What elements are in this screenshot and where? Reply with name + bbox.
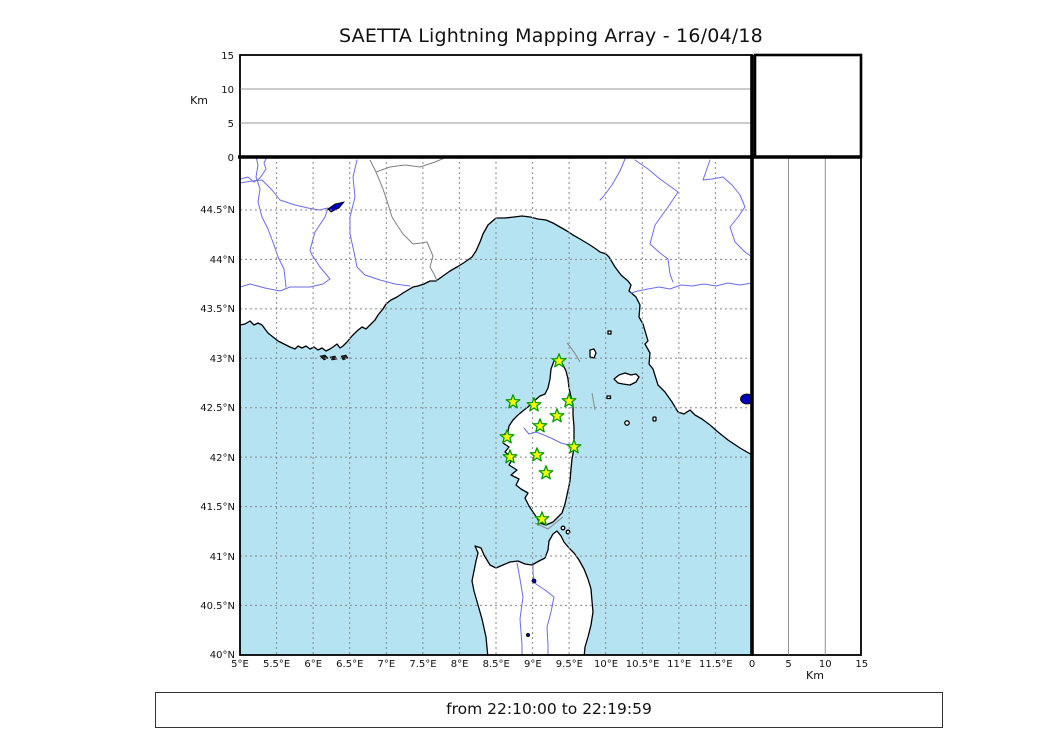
river-sardinia-2 [532, 564, 555, 655]
river-po-a [599, 158, 626, 201]
station-star [505, 394, 521, 409]
altitude-unit-label: Km [190, 94, 208, 107]
lon-tick: 8°E [451, 659, 469, 670]
lat-tick: 42.5°N [200, 403, 235, 414]
lon-tick: 11.5°E [699, 659, 733, 670]
right-panel-box [751, 156, 862, 656]
lon-tick: 5°E [231, 659, 249, 670]
rp-tick-5: 5 [785, 659, 791, 670]
page-title: SAETTA Lightning Mapping Array - 16/04/1… [339, 25, 763, 47]
river-durance [240, 179, 331, 292]
time-range-text: from 22:10:00 to 22:19:59 [446, 700, 652, 718]
giglio-island [652, 416, 657, 422]
lon-tick: 8.5°E [483, 659, 510, 670]
lat-tick: 43°N [210, 354, 235, 365]
station-star [538, 465, 554, 480]
alt-tick-15: 15 [221, 51, 234, 62]
latitude-gridlines [240, 209, 752, 606]
station-star [532, 418, 548, 433]
station-star [529, 447, 545, 462]
time-range-box: from 22:10:00 to 22:19:59 [155, 692, 943, 728]
station-star [566, 439, 582, 454]
lat-tick: 41.5°N [200, 502, 235, 513]
river-po-c [702, 159, 752, 258]
right-panel-unit-label: Km [806, 669, 824, 682]
station-star [534, 511, 550, 526]
altitude-longitude-panel [239, 54, 753, 158]
lon-tick: 10.5°E [626, 659, 660, 670]
rp-tick-15: 15 [855, 659, 868, 670]
country-border [369, 159, 438, 282]
lake-bolsena [740, 393, 752, 405]
altitude-panel-box [239, 54, 753, 158]
station-star [499, 429, 515, 444]
longitude-axis-labels: 5°E 5.5°E 6°E 6.5°E 7°E 7.5°E 8°E 8.5°E … [231, 659, 732, 670]
altitude-axis-labels: 15 10 5 0 Km [190, 51, 234, 164]
pianosa-island [606, 395, 612, 400]
station-markers [499, 353, 582, 526]
corsica-coastline [502, 356, 575, 526]
station-star [549, 408, 565, 423]
river-arno [630, 282, 752, 294]
station-star [526, 397, 542, 412]
lon-tick: 10°E [594, 659, 618, 670]
river-branch [255, 157, 287, 288]
bonifacio-strait-line [534, 516, 564, 530]
altitude-latitude-panel [751, 156, 862, 656]
lon-tick: 7.5°E [409, 659, 436, 670]
lat-tick: 44.5°N [200, 205, 235, 216]
alt-tick-0: 0 [228, 153, 234, 164]
lon-tick: 6°E [304, 659, 322, 670]
station-star [561, 393, 577, 408]
capraia-island [589, 348, 597, 359]
lon-tick: 6.5°E [336, 659, 363, 670]
east-strait-line [591, 392, 596, 411]
maddalena-island [560, 525, 566, 531]
latitude-axis-labels: 44.5°N 44°N 43.5°N 43°N 42.5°N 42°N 41.5… [200, 205, 235, 661]
alt-tick-10: 10 [221, 85, 234, 96]
histogram-corner-box [753, 53, 863, 159]
river-sardinia-1 [516, 562, 524, 655]
mainland-coastline [240, 157, 752, 456]
lat-tick: 43.5°N [200, 304, 235, 315]
right-panel-axis-labels: 0 5 10 15 Km [749, 659, 868, 682]
elba-island [613, 372, 640, 386]
country-border-branch [375, 157, 448, 173]
river-po-b [634, 159, 679, 283]
river-var [349, 159, 411, 287]
lon-tick: 9°E [524, 659, 542, 670]
river-topleft [240, 157, 268, 183]
lat-tick: 41°N [210, 552, 235, 563]
lat-tick: 42°N [210, 453, 235, 464]
lon-tick: 5.5°E [263, 659, 290, 670]
hyeres-islands [319, 354, 349, 361]
lake-sardinia-south [525, 632, 530, 637]
capcorse-strait-line [566, 342, 581, 363]
map-panel [240, 157, 752, 655]
lat-tick: 40.5°N [200, 601, 235, 612]
lat-tick: 44°N [210, 255, 235, 266]
lon-tick: 11°E [667, 659, 691, 670]
gorgona-island [607, 330, 612, 335]
lat-tick: 40°N [210, 650, 235, 661]
rp-tick-0: 0 [749, 659, 755, 670]
lon-tick: 7°E [378, 659, 396, 670]
lon-tick: 9.5°E [556, 659, 583, 670]
montecristo-island [624, 420, 630, 426]
rp-tick-10: 10 [819, 659, 832, 670]
station-star [502, 449, 518, 464]
alt-tick-5: 5 [228, 119, 234, 130]
station-star [551, 353, 567, 368]
